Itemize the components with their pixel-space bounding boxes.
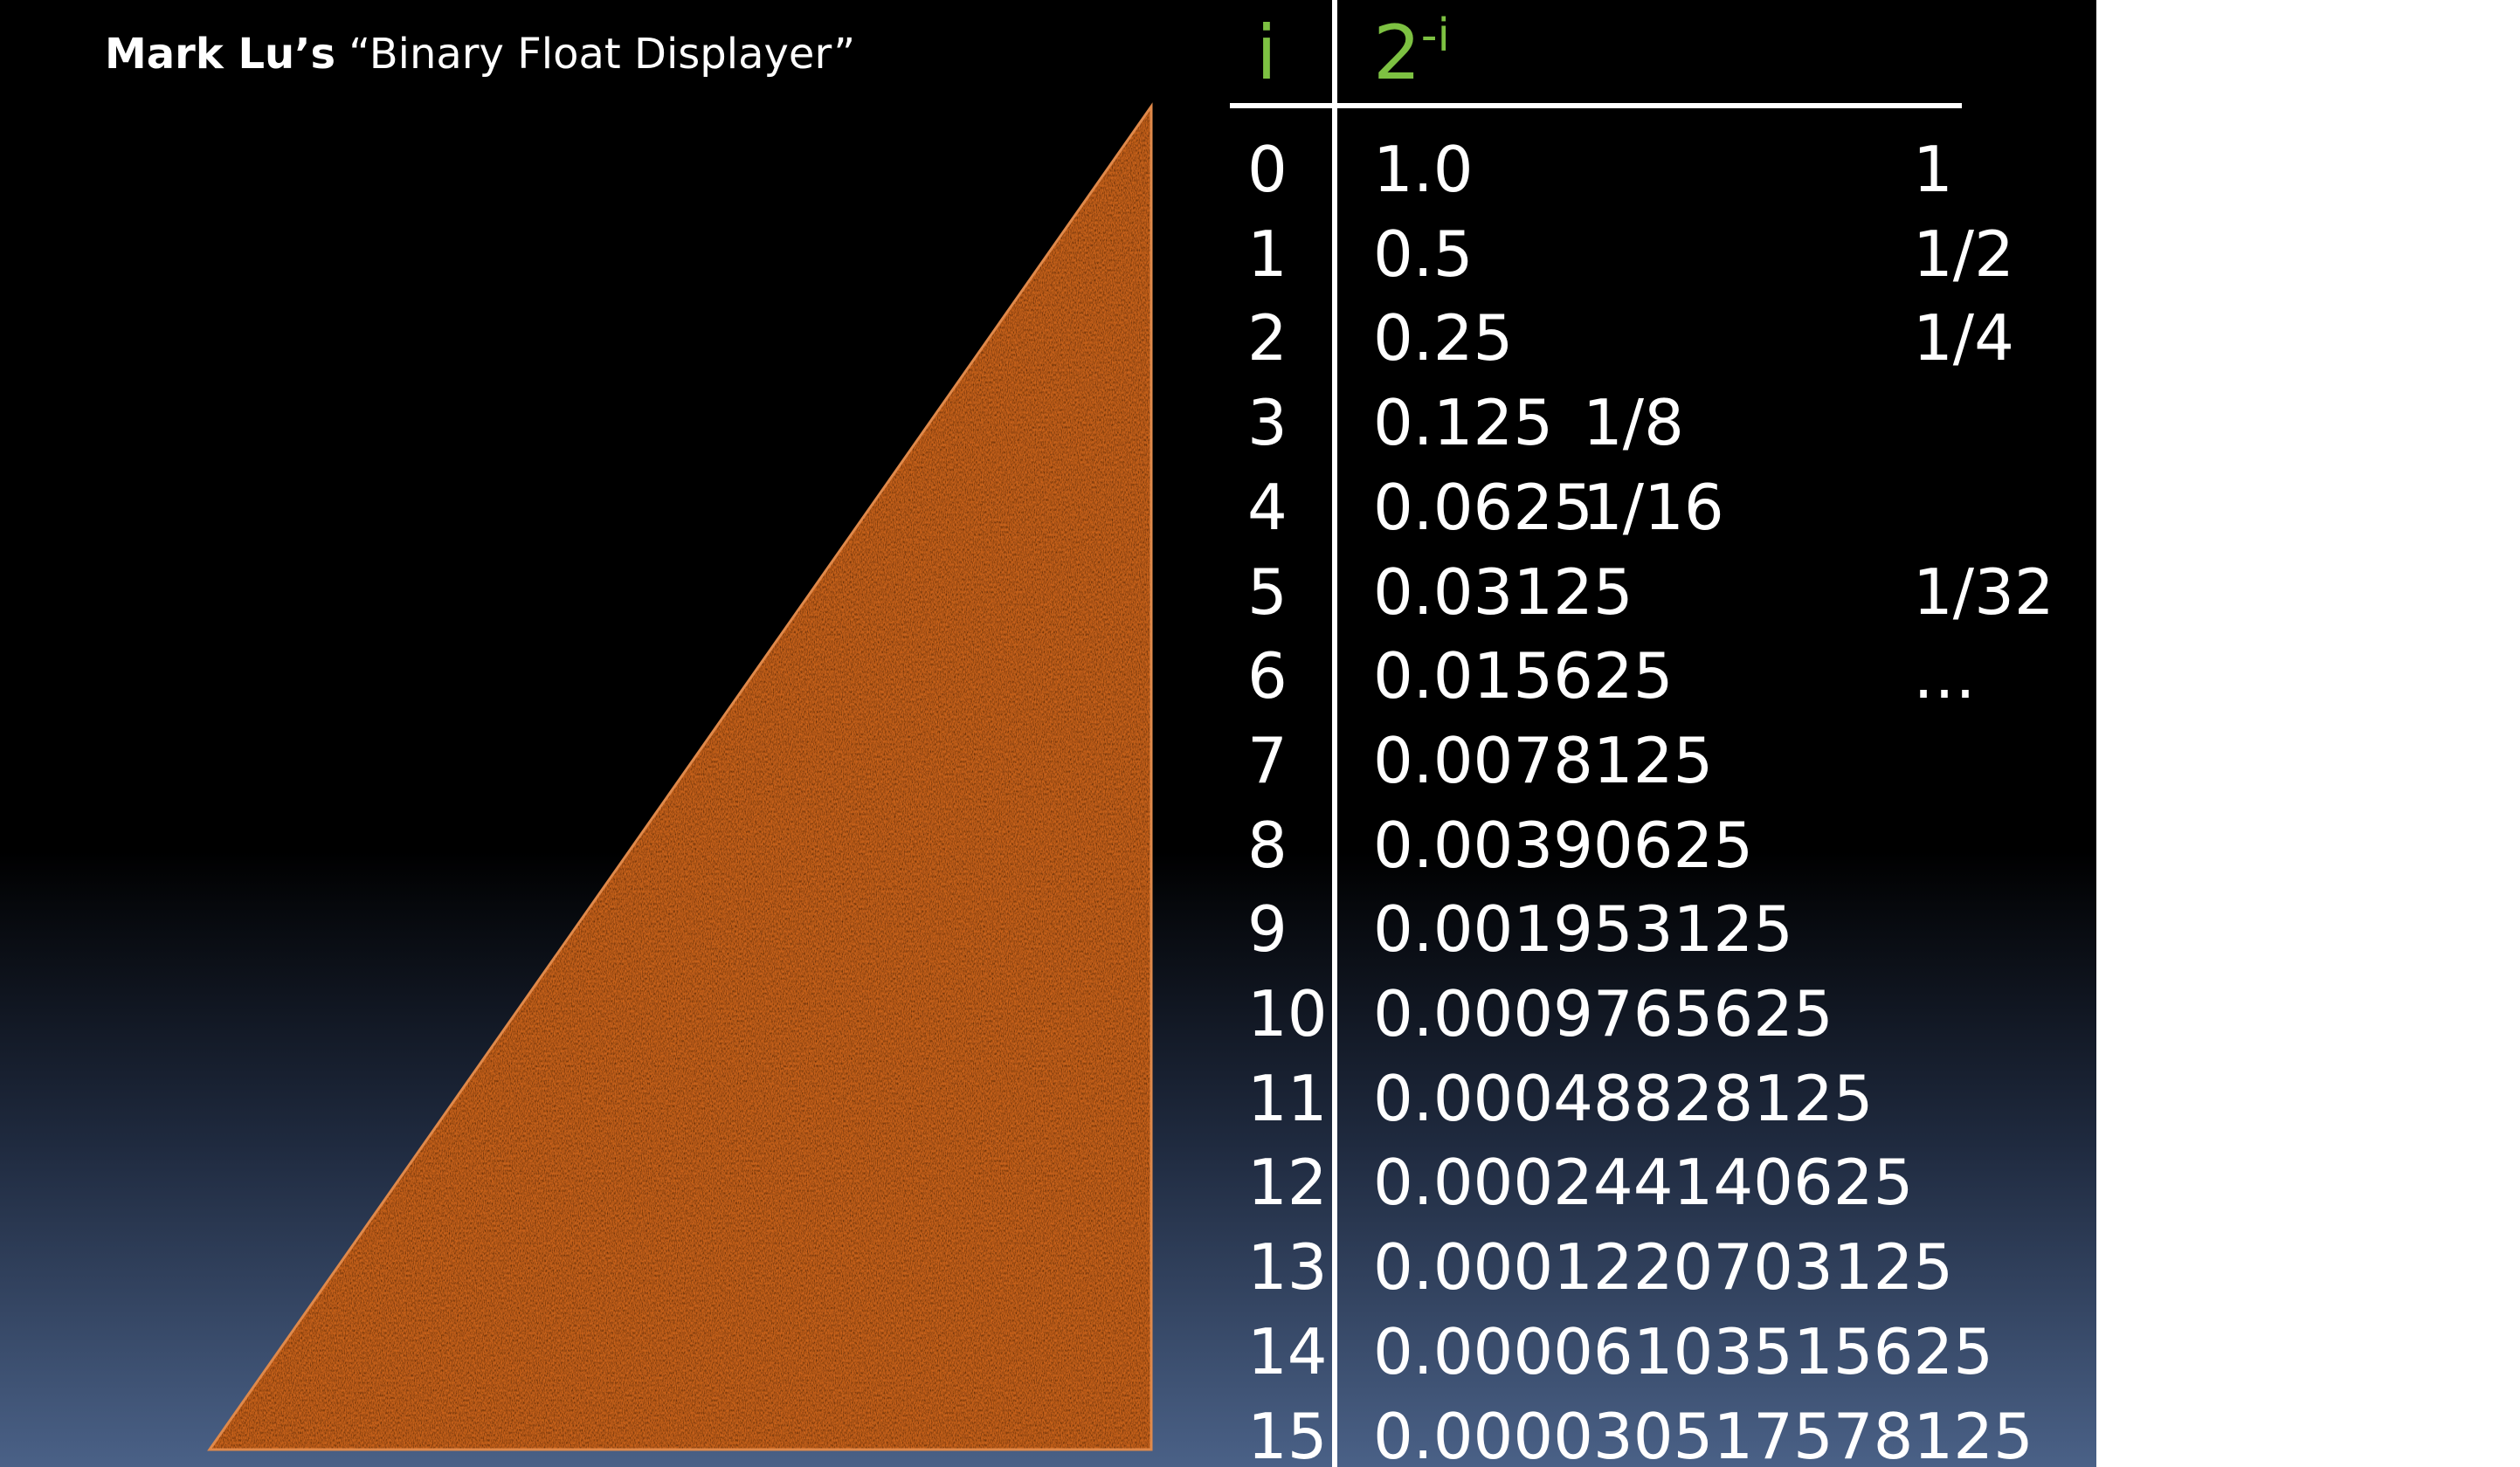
- row-value: 0.001953125: [1373, 892, 1793, 966]
- row-fraction: 1/32: [1913, 555, 2054, 629]
- row-value: 0.015625: [1373, 639, 1674, 713]
- header-base: 2: [1373, 10, 1421, 97]
- row-value: 0.25: [1373, 301, 1514, 375]
- row-value: 0.5: [1373, 217, 1474, 291]
- float-bits-triangle: [207, 102, 1153, 1451]
- row-index: 13: [1247, 1230, 1328, 1304]
- row-fraction: 1/8: [1583, 386, 1684, 459]
- header-divider: [1230, 103, 1962, 108]
- title-name: “Binary Float Displayer”: [349, 30, 856, 79]
- row-index: 1: [1247, 217, 1288, 291]
- row-index: 12: [1247, 1146, 1328, 1219]
- slide: Mark Lu’s “Binary Float Displayer” i 2-i…: [0, 0, 2096, 1467]
- row-value: 0.0078125: [1373, 724, 1714, 797]
- row-index: 3: [1247, 386, 1288, 459]
- row-index: 5: [1247, 555, 1288, 629]
- header-power-of-two: 2-i: [1373, 13, 1450, 91]
- row-index: 2: [1247, 301, 1288, 375]
- row-index: 8: [1247, 809, 1288, 882]
- row-value: 0.125: [1373, 386, 1554, 459]
- row-value: 0.00006103515625: [1373, 1315, 1994, 1388]
- row-value: 0.03125: [1373, 555, 1633, 629]
- row-fraction: 1/4: [1913, 301, 2014, 375]
- row-index: 11: [1247, 1062, 1328, 1135]
- row-index: 15: [1247, 1400, 1328, 1467]
- header-index: i: [1256, 10, 1277, 97]
- row-value: 0.00048828125: [1373, 1062, 1874, 1135]
- row-index: 4: [1247, 471, 1288, 544]
- row-value: 0.0625: [1373, 471, 1593, 544]
- row-value: 0.000030517578125: [1373, 1400, 2033, 1467]
- row-index: 7: [1247, 724, 1288, 797]
- row-index: 0: [1247, 133, 1288, 206]
- header-exponent: -i: [1420, 10, 1450, 62]
- row-value: 0.0009765625: [1373, 977, 1833, 1050]
- row-index: 10: [1247, 977, 1328, 1050]
- row-value: 0.000244140625: [1373, 1146, 1914, 1219]
- row-value: 1.0: [1373, 133, 1474, 206]
- column-divider: [1332, 0, 1337, 1467]
- row-index: 6: [1247, 639, 1288, 713]
- row-fraction: 1: [1913, 133, 1953, 206]
- triangle-highlight: [207, 102, 1153, 1451]
- row-index: 14: [1247, 1315, 1328, 1388]
- title-author: Mark Lu’s: [105, 30, 336, 79]
- row-value: 0.0001220703125: [1373, 1230, 1954, 1304]
- slide-title: Mark Lu’s “Binary Float Displayer”: [105, 30, 855, 79]
- row-index: 9: [1247, 892, 1288, 966]
- row-fraction: 1/16: [1583, 471, 1724, 544]
- row-fraction: …: [1913, 639, 1976, 713]
- row-fraction: 1/2: [1913, 217, 2014, 291]
- row-value: 0.00390625: [1373, 809, 1754, 882]
